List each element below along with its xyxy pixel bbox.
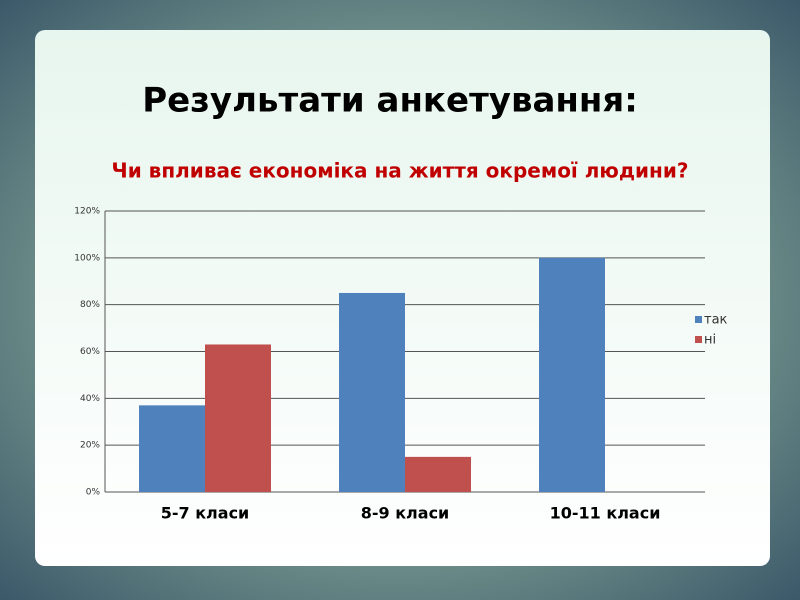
bar [339,292,405,492]
legend-label: так [704,313,728,328]
y-tick-label: 60% [80,347,100,357]
legend-label: ні [704,333,716,348]
bar [139,405,205,492]
y-tick-label: 0% [86,488,101,498]
legend-swatch [695,316,702,323]
x-tick-label: 10-11 класи [550,504,661,523]
y-tick-label: 100% [74,253,100,263]
legend-swatch [695,336,702,343]
y-tick-label: 20% [80,441,100,451]
bar [405,456,471,492]
bar [539,257,605,492]
y-tick-label: 40% [80,394,100,404]
subtitle: Чи впливає економіка на життя окремої лю… [112,159,689,183]
bar [205,344,271,492]
x-tick-label: 8-9 класи [361,504,450,523]
y-tick-label: 80% [80,300,100,310]
title: Результати анкетування: [142,81,638,121]
x-tick-label: 5-7 класи [161,504,250,523]
y-tick-label: 120% [74,207,100,217]
